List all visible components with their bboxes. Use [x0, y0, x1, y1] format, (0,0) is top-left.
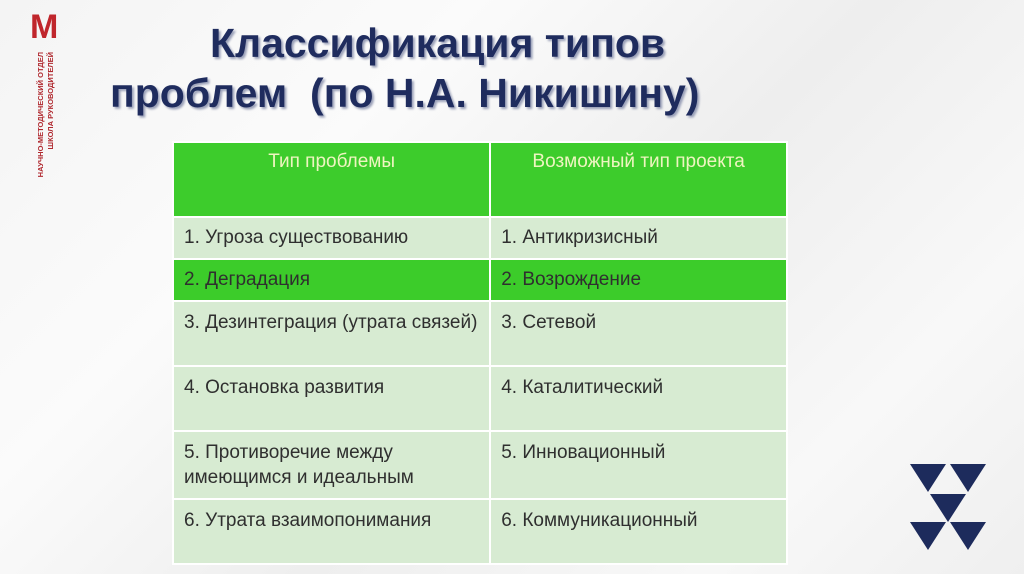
- logo-caption-line: ШКОЛА РУКОВОДИТЕЛЕЙ: [46, 52, 55, 150]
- title: Классификация типов: [210, 20, 666, 66]
- table-cell: 4. Каталитический: [489, 365, 788, 432]
- table-row: 3. Дезинтеграция (утрата связей) 3. Сетев…: [171, 300, 788, 367]
- table-cell: 3. Дезинтеграция (утрата связей): [171, 300, 492, 367]
- header-row: Тип проблемы Возможный тип проекта: [171, 141, 788, 218]
- table-cell: 2. Возрождение: [489, 258, 788, 302]
- table-cell: 5. Инновационный: [489, 430, 788, 500]
- table-cell: 5. Противоречие между имеющимся и идеаль…: [171, 430, 492, 500]
- decoration: [910, 464, 986, 550]
- table-row: 1. Угроза существованию 1. Антикризисный: [171, 216, 788, 260]
- table-cell: 6. Коммуникационный: [489, 498, 788, 565]
- title: проблем (по Н.А. Никишину): [110, 70, 700, 116]
- table-cell: 1. Антикризисный: [489, 216, 788, 260]
- table-cell: 1. Угроза существованию: [171, 216, 492, 260]
- table-cell: 3. Сетевой: [489, 300, 788, 367]
- table-row: 6. Утрата взаимопонимания 6. Коммуникацио…: [171, 498, 788, 565]
- logo-caption-line: НАУЧНО-МЕТОДИЧЕСКИЙ ОТДЕЛ: [36, 52, 45, 178]
- table: Тип проблемы Возможный тип проекта 1. Угро…: [171, 141, 788, 565]
- table-row: 5. Противоречие между имеющимся и идеаль…: [171, 430, 788, 500]
- table-cell: 2. Деградация: [171, 258, 492, 302]
- table-row: 4. Остановка развития 4. Каталитический: [171, 365, 788, 432]
- header-cell: Тип проблемы: [171, 141, 492, 218]
- table-row: 2. Деградация 2. Возрождение: [171, 258, 788, 302]
- table-cell: 4. Остановка развития: [171, 365, 492, 432]
- logo-caption: НАУЧНО-МЕТОДИЧЕСКИЙ ОТДЕЛ ШКОЛА РУКОВОДИ…: [36, 52, 60, 202]
- header-cell: Возможный тип проекта: [489, 141, 788, 218]
- table-cell: 6. Утрата взаимопонимания: [171, 498, 492, 565]
- logo-letter: М: [30, 8, 59, 46]
